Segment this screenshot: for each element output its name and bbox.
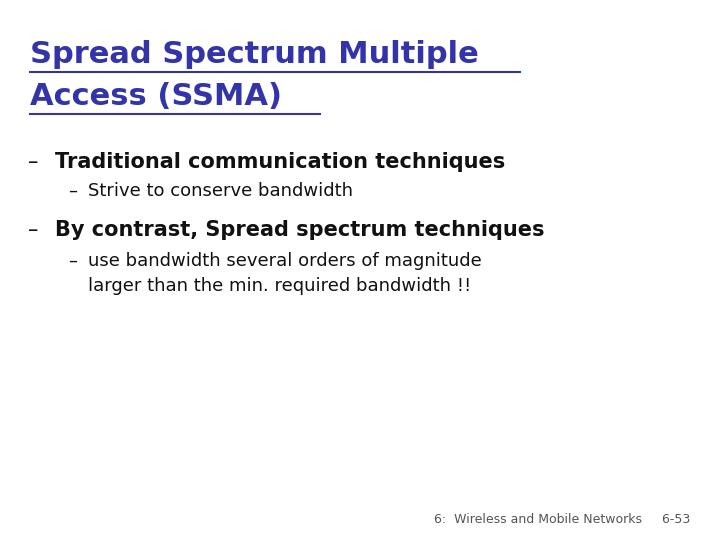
Text: 6:  Wireless and Mobile Networks     6-53: 6: Wireless and Mobile Networks 6-53 <box>433 513 690 526</box>
Text: –: – <box>68 182 77 200</box>
Text: use bandwidth several orders of magnitude
larger than the min. required bandwidt: use bandwidth several orders of magnitud… <box>88 252 482 295</box>
Text: By contrast, Spread spectrum techniques: By contrast, Spread spectrum techniques <box>55 220 544 240</box>
Text: Access (SSMA): Access (SSMA) <box>30 82 282 111</box>
Text: –: – <box>68 252 77 270</box>
Text: Traditional communication techniques: Traditional communication techniques <box>55 152 505 172</box>
Text: –: – <box>28 220 38 240</box>
Text: –: – <box>28 152 38 172</box>
Text: Spread Spectrum Multiple: Spread Spectrum Multiple <box>30 40 479 69</box>
Text: Strive to conserve bandwidth: Strive to conserve bandwidth <box>88 182 353 200</box>
